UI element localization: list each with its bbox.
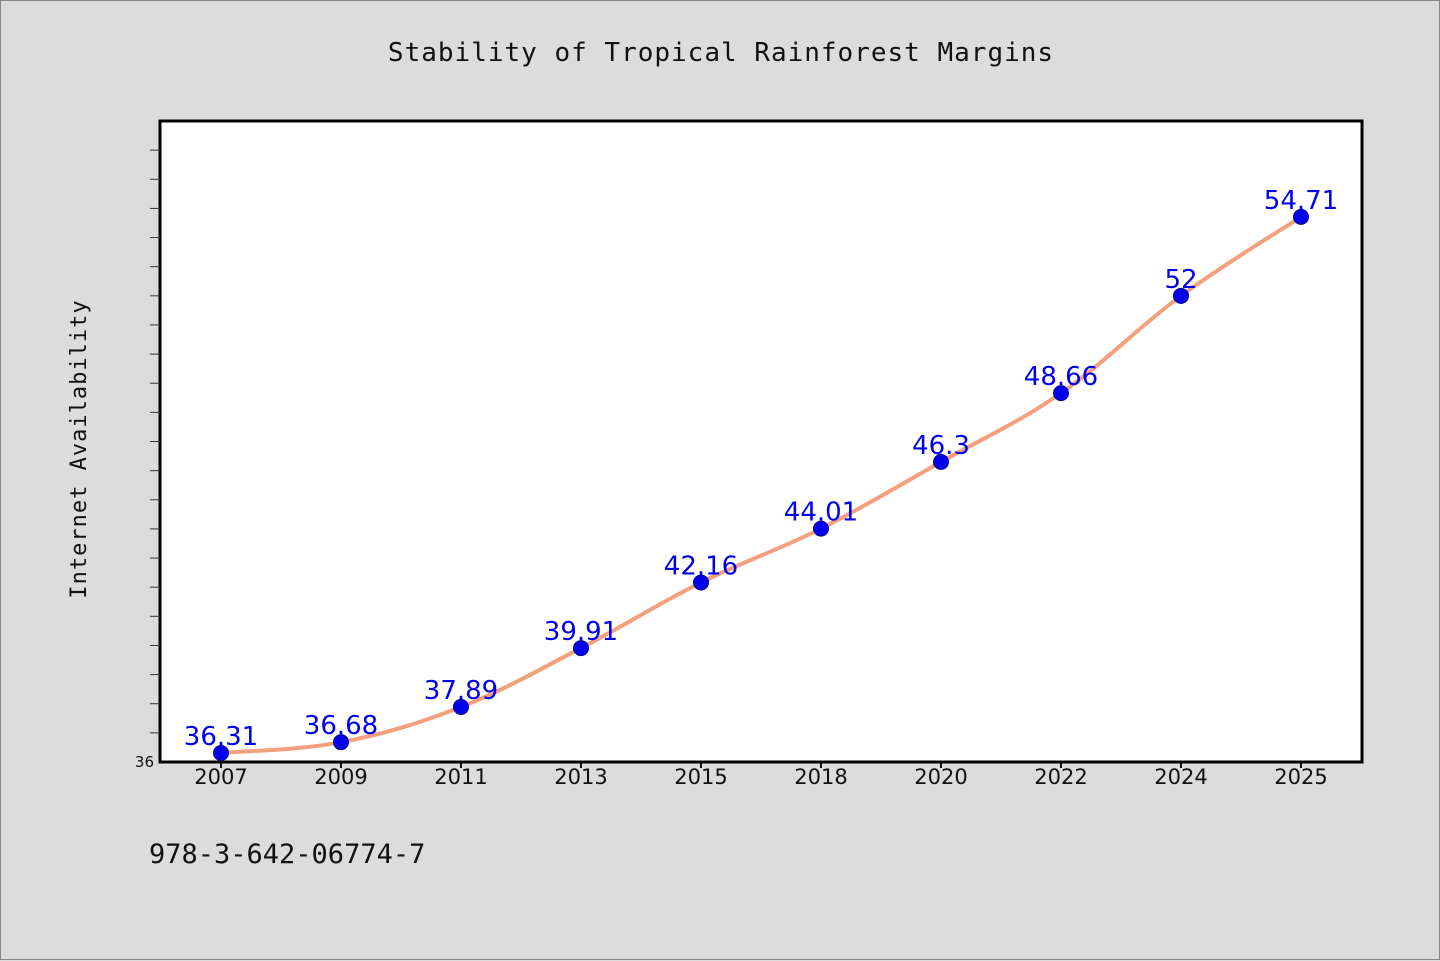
data-label: 36.31 (184, 722, 258, 752)
data-point (933, 453, 949, 470)
data-label: 48.66 (1024, 362, 1098, 392)
y-axis-ticks: 36 (135, 149, 160, 771)
data-point (693, 574, 709, 591)
x-tick-label: 2025 (1274, 765, 1327, 789)
data-label: 39.91 (544, 617, 618, 647)
x-tick-label: 2020 (914, 765, 967, 789)
data-point (453, 698, 469, 715)
data-label: 44.01 (784, 498, 858, 528)
x-tick-label: 2007 (194, 765, 247, 789)
x-tick-label: 2011 (434, 765, 487, 789)
x-axis-ticks: 2007 2009 2011 2013 2015 2018 2020 2022 2024 2025 (194, 762, 1328, 789)
series-layer (213, 208, 1309, 761)
data-point (573, 640, 589, 657)
chart-title: Stability of Tropical Rainforest Margins (388, 38, 1054, 68)
data-point (1053, 385, 1069, 402)
y-tick-label: 36 (135, 753, 154, 771)
data-label: 42.16 (664, 552, 738, 582)
data-label: 52 (1164, 265, 1197, 295)
x-tick-label: 2009 (314, 765, 367, 789)
data-label: 54.71 (1264, 186, 1338, 216)
x-tick-label: 2022 (1034, 765, 1087, 789)
x-tick-label: 2018 (794, 765, 847, 789)
data-point (213, 744, 229, 761)
data-point (1173, 287, 1189, 304)
data-label: 37.89 (424, 676, 498, 706)
x-tick-label: 2015 (674, 765, 727, 789)
x-tick-label: 2013 (554, 765, 607, 789)
footer-identifier: 978-3-642-06774-7 (149, 839, 425, 870)
data-point (1293, 208, 1309, 225)
data-point (813, 520, 829, 537)
plot-area (158, 119, 1364, 764)
x-tick-label: 2024 (1154, 765, 1207, 789)
data-point (333, 734, 349, 751)
data-label: 46.3 (912, 431, 970, 461)
data-labels: 36.31 36.68 37.89 39.91 42.16 44.01 46.3 48.66 5… (184, 186, 1338, 752)
y-axis-label: Internet Availability (67, 299, 92, 598)
data-label: 36.68 (304, 711, 378, 741)
series-line (220, 215, 1303, 755)
